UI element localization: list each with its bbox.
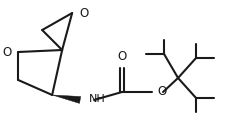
Text: NH: NH bbox=[89, 94, 106, 104]
Polygon shape bbox=[52, 95, 81, 103]
Text: O: O bbox=[117, 50, 127, 63]
Text: O: O bbox=[2, 46, 11, 59]
Text: O: O bbox=[157, 85, 166, 98]
Text: O: O bbox=[79, 7, 88, 20]
